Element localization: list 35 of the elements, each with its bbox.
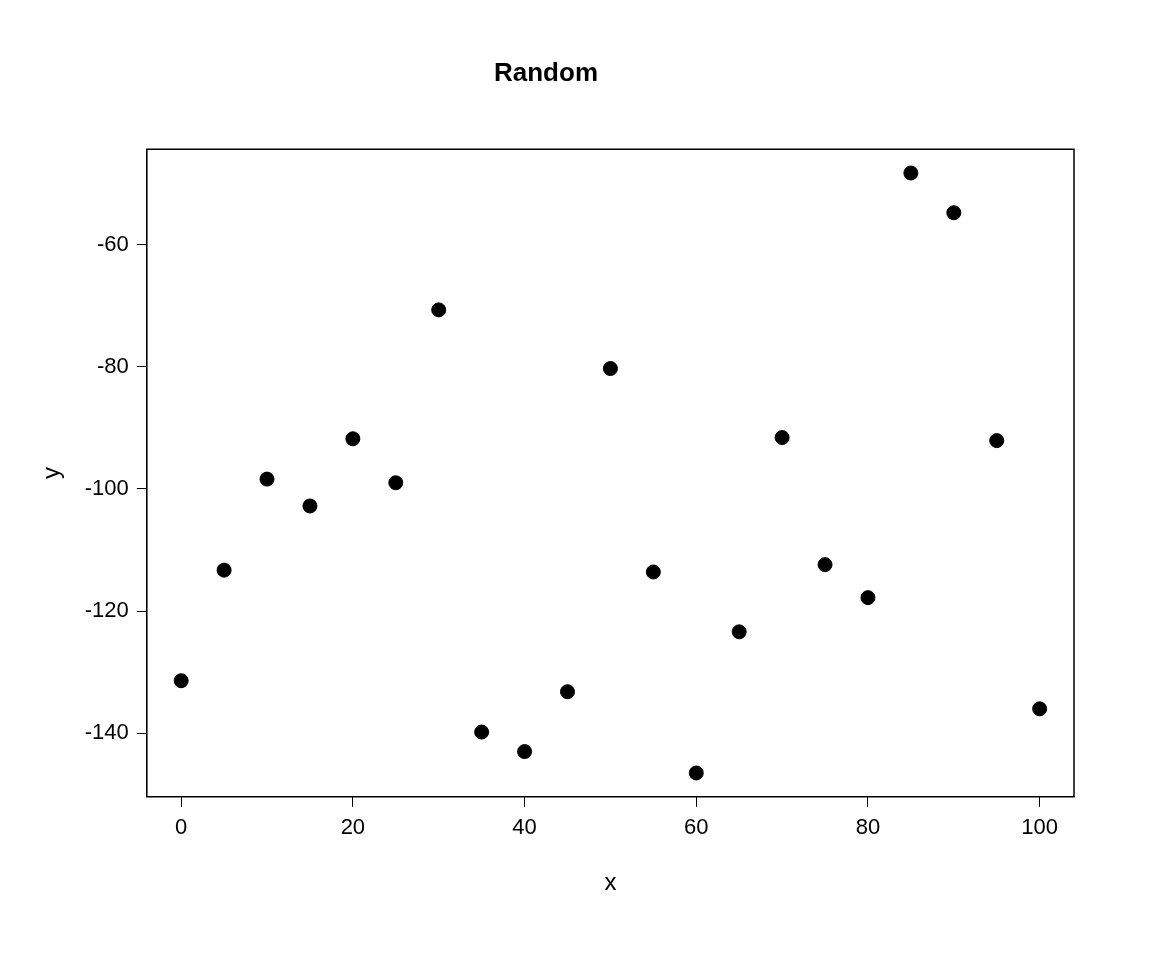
point <box>173 673 189 689</box>
point <box>817 557 833 573</box>
x-tick-label: 0 <box>175 814 188 840</box>
point <box>645 564 661 580</box>
point <box>388 475 404 491</box>
point <box>602 361 618 377</box>
point <box>946 205 962 221</box>
x-tick-label: 60 <box>684 814 709 840</box>
point <box>688 765 704 781</box>
point <box>731 624 747 640</box>
y-tick-label: -140 <box>84 719 129 745</box>
point <box>860 590 876 606</box>
point <box>474 724 490 740</box>
x-tick-label: 40 <box>512 814 537 840</box>
y-tick-label: -80 <box>97 352 129 378</box>
point <box>989 433 1005 449</box>
point <box>345 431 361 447</box>
point <box>1032 701 1048 717</box>
point <box>302 498 318 514</box>
point <box>259 471 275 487</box>
point <box>774 430 790 446</box>
y-tick-label: -120 <box>84 597 129 623</box>
y-tick-label: -100 <box>84 474 129 500</box>
x-tick-label: 100 <box>1021 814 1059 840</box>
x-tick-label: 80 <box>855 814 881 840</box>
point <box>559 684 575 700</box>
y-tick-label: -60 <box>97 230 129 256</box>
point <box>431 302 447 318</box>
x-tick-label: 20 <box>340 814 366 840</box>
x-axis-title: x <box>604 868 617 896</box>
chart-title: Random <box>494 56 598 87</box>
y-axis-title: y <box>37 467 65 479</box>
point <box>216 562 232 578</box>
point <box>903 165 919 181</box>
point <box>517 744 533 760</box>
